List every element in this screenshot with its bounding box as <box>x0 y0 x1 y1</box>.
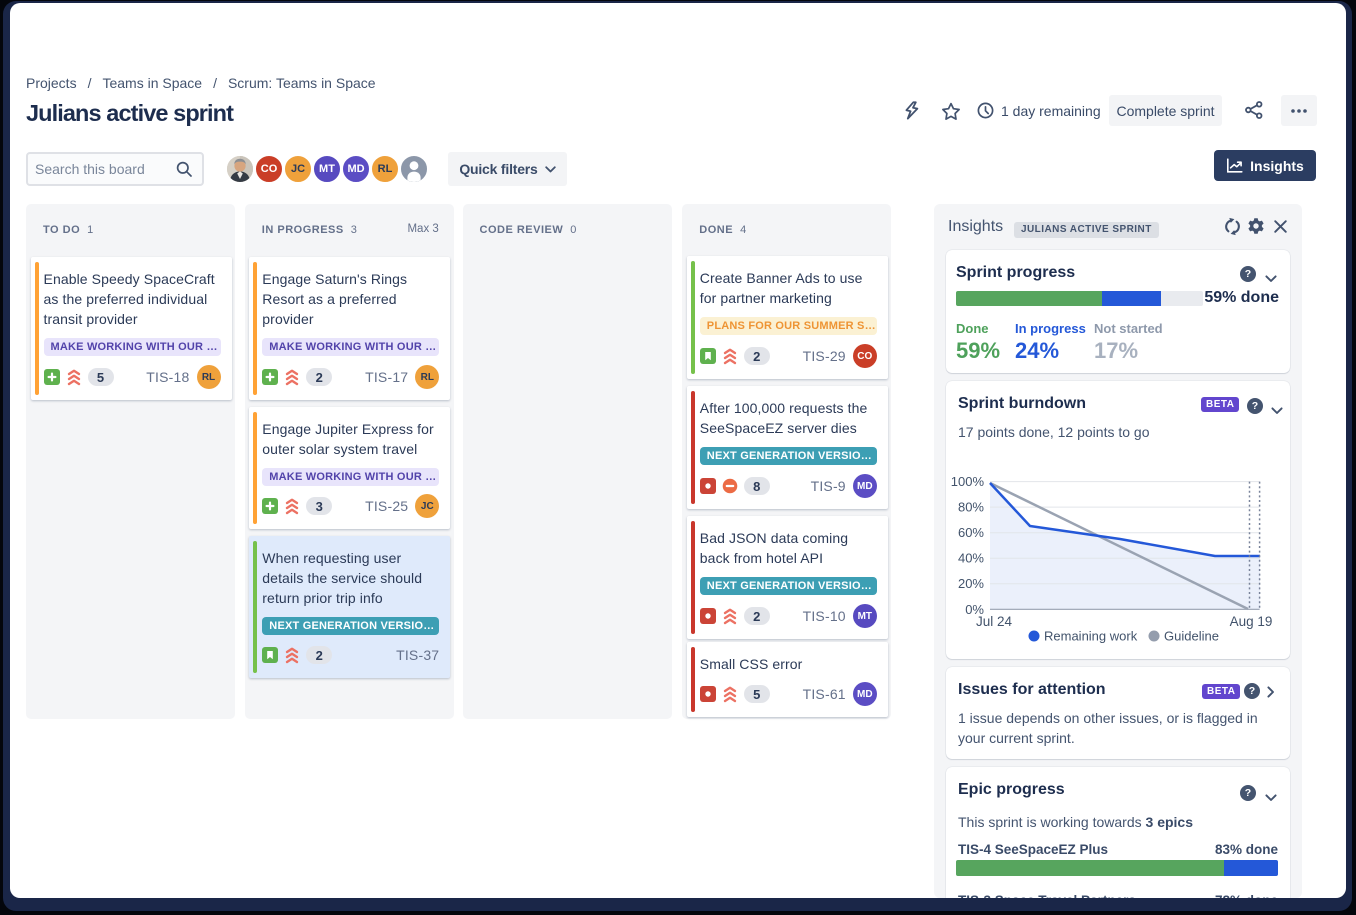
svg-text:40%: 40% <box>958 551 984 566</box>
svg-text:Aug 19: Aug 19 <box>1230 614 1273 629</box>
svg-text:80%: 80% <box>958 500 984 515</box>
svg-text:60%: 60% <box>958 525 984 540</box>
svg-text:Jul 24: Jul 24 <box>976 614 1013 629</box>
svg-text:100%: 100% <box>951 474 985 489</box>
svg-text:Remaining work: Remaining work <box>1044 629 1138 644</box>
svg-text:20%: 20% <box>958 576 984 591</box>
svg-text:0%: 0% <box>965 602 984 617</box>
svg-text:Guideline: Guideline <box>1164 629 1219 644</box>
